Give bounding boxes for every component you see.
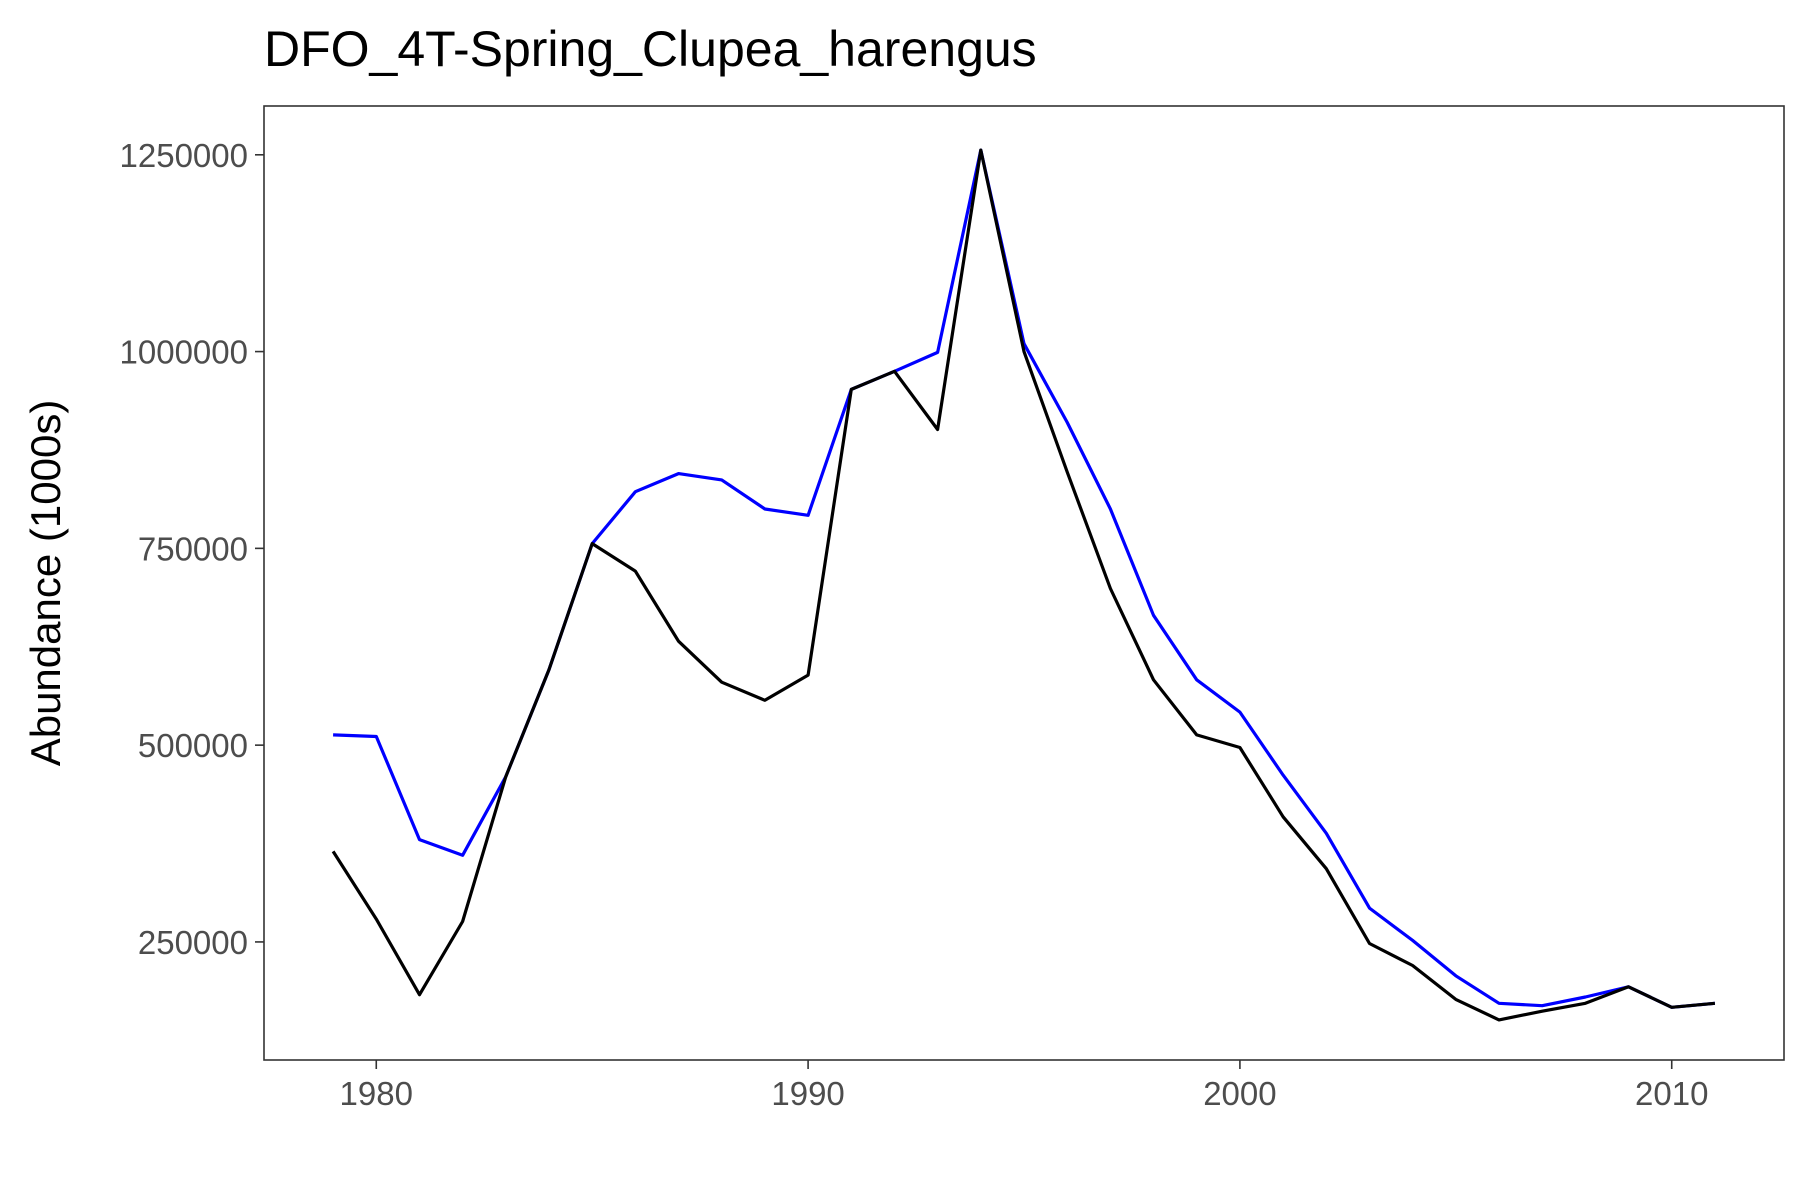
x-tick-label: 1980 (340, 1075, 413, 1112)
x-tick-label: 2010 (1635, 1075, 1708, 1112)
series-layer (331, 148, 1716, 1022)
series-line-1 (333, 148, 1716, 1009)
x-tick-label: 2000 (1203, 1075, 1276, 1112)
y-axis-title: Abundance (1000s) (22, 400, 69, 767)
x-axis: 1980 1990 2000 2010 (340, 1060, 1708, 1112)
plot-panel (263, 105, 1785, 1061)
y-axis: 250000 500000 750000 1000000 1250000 (120, 137, 264, 961)
y-tick-label: 750000 (138, 530, 248, 567)
y-tick-label: 250000 (138, 924, 248, 961)
series-line-2 (331, 148, 1716, 1022)
y-tick-label: 1250000 (120, 137, 248, 174)
y-tick-label: 500000 (138, 727, 248, 764)
y-tick-label: 1000000 (120, 334, 248, 371)
chart-title: DFO_4T-Spring_Clupea_harengus (264, 21, 1037, 77)
x-tick-label: 1990 (771, 1075, 844, 1112)
